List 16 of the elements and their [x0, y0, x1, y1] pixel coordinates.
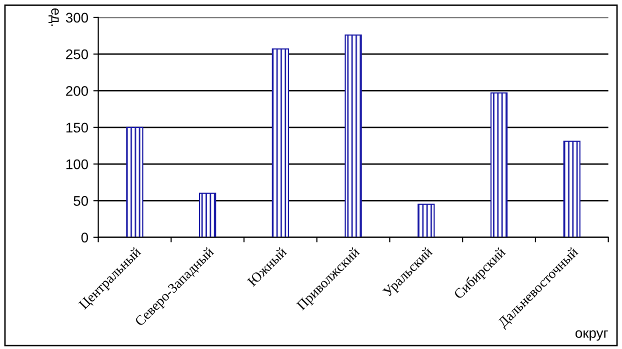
y-axis-title: ед.: [48, 8, 59, 26]
y-tick-label: 250: [66, 49, 88, 60]
y-tick-label: 200: [66, 86, 88, 96]
bar: [490, 92, 508, 238]
bar: [563, 140, 580, 238]
bar: [344, 34, 362, 238]
y-tick-label: 150: [66, 122, 88, 133]
y-tick-label: 0: [81, 232, 88, 242]
bar: [126, 126, 144, 238]
bar: [272, 48, 290, 238]
bar: [199, 192, 216, 238]
y-tick-label: 300: [66, 12, 88, 23]
bar: [418, 204, 435, 238]
x-axis-title: округ: [576, 330, 608, 341]
y-tick-label: 100: [66, 159, 88, 170]
y-tick-label: 50: [74, 196, 88, 206]
